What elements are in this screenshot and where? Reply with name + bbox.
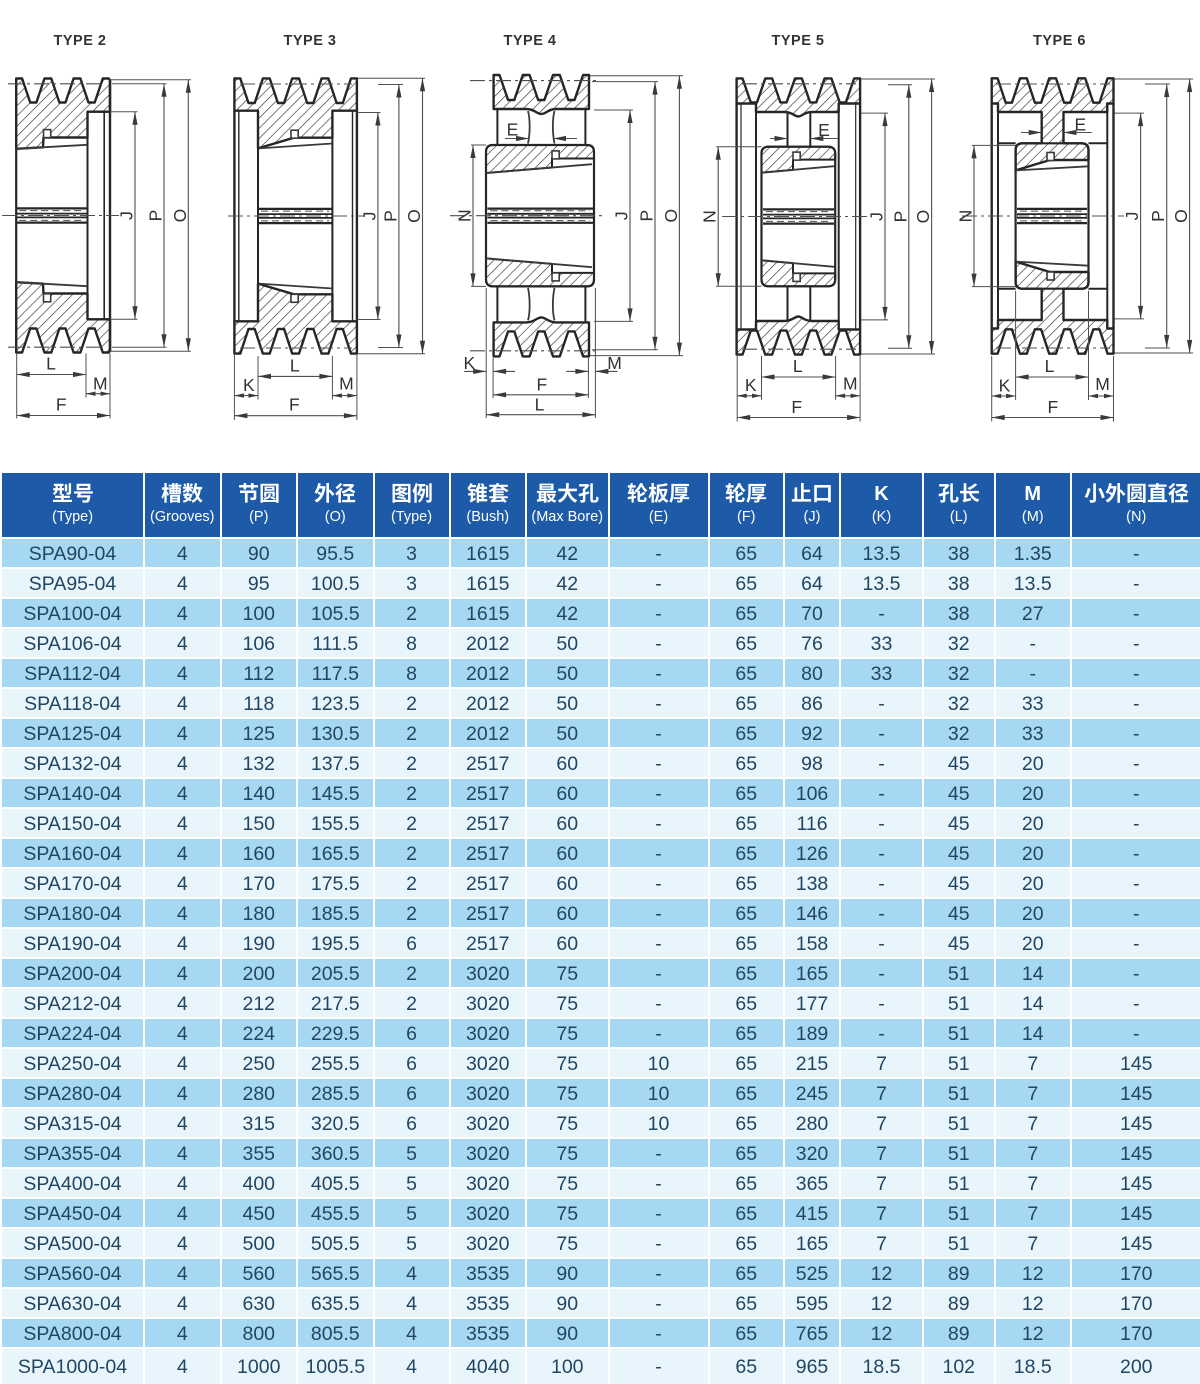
svg-text:M: M — [93, 374, 108, 394]
svg-text:J: J — [612, 211, 632, 220]
svg-text:P: P — [380, 210, 400, 222]
svg-text:TYPE 3: TYPE 3 — [284, 33, 337, 49]
svg-text:J: J — [117, 211, 137, 220]
svg-text:L: L — [793, 356, 803, 376]
svg-text:P: P — [890, 211, 910, 223]
svg-text:TYPE 2: TYPE 2 — [54, 33, 107, 49]
svg-text:K: K — [243, 375, 255, 395]
svg-text:F: F — [289, 395, 300, 415]
svg-text:J: J — [359, 212, 379, 221]
svg-text:F: F — [56, 395, 67, 415]
svg-text:L: L — [1045, 356, 1055, 376]
svg-text:M: M — [339, 374, 354, 394]
svg-text:J: J — [867, 212, 887, 221]
svg-text:F: F — [791, 397, 802, 417]
svg-text:N: N — [700, 210, 720, 223]
svg-text:K: K — [745, 375, 757, 395]
svg-text:O: O — [404, 209, 424, 223]
svg-text:O: O — [1171, 209, 1191, 223]
svg-text:O: O — [170, 209, 190, 223]
svg-text:O: O — [913, 210, 933, 224]
svg-text:N: N — [455, 209, 475, 222]
svg-text:F: F — [536, 375, 547, 395]
svg-text:L: L — [46, 354, 56, 374]
svg-text:E: E — [1074, 115, 1086, 135]
svg-text:P: P — [146, 210, 166, 222]
svg-text:E: E — [818, 120, 830, 140]
svg-text:J: J — [1122, 212, 1142, 221]
svg-text:L: L — [290, 356, 300, 376]
svg-text:P: P — [1148, 210, 1168, 222]
svg-text:P: P — [637, 210, 657, 222]
svg-text:K: K — [999, 376, 1011, 396]
svg-text:TYPE 5: TYPE 5 — [772, 33, 825, 49]
svg-text:E: E — [507, 120, 519, 140]
svg-text:M: M — [607, 353, 622, 373]
svg-text:O: O — [661, 209, 681, 223]
svg-text:L: L — [535, 395, 545, 415]
svg-text:N: N — [956, 210, 976, 223]
svg-text:TYPE 4: TYPE 4 — [504, 33, 557, 49]
svg-text:M: M — [843, 374, 858, 394]
svg-text:M: M — [1095, 374, 1110, 394]
svg-text:TYPE 6: TYPE 6 — [1033, 33, 1086, 49]
svg-text:K: K — [463, 353, 475, 373]
svg-text:F: F — [1047, 397, 1058, 417]
